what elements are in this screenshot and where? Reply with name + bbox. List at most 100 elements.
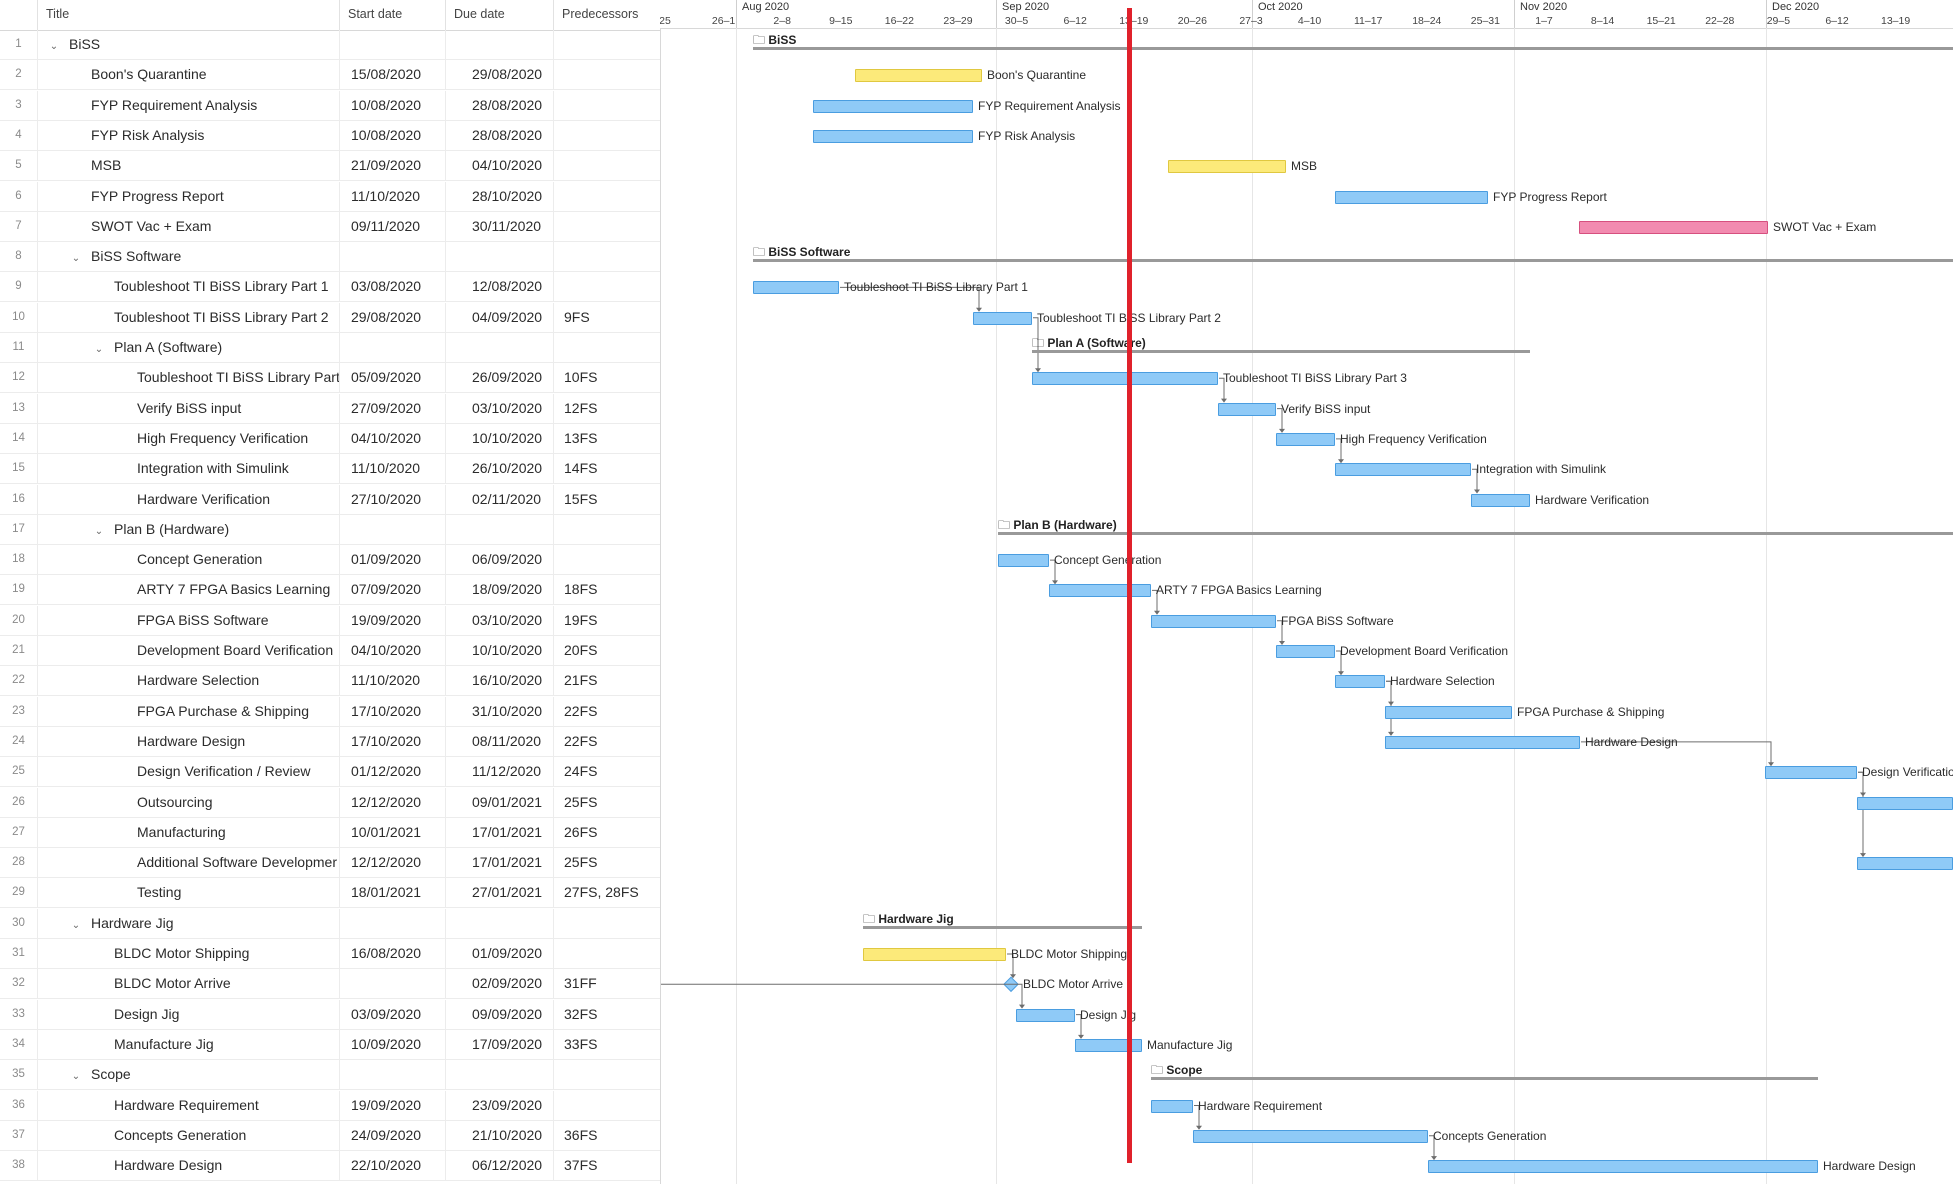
start-date-cell[interactable]: 12/12/2020 [340, 848, 446, 878]
task-row[interactable]: 20 FPGA BiSS Software 19/09/2020 03/10/2020… [0, 605, 660, 636]
task-title-cell[interactable]: Boon's Quarantine [38, 60, 340, 90]
predecessors-cell[interactable] [554, 939, 660, 968]
predecessors-cell[interactable]: 21FS [564, 672, 598, 689]
col-header-due[interactable]: Due date [446, 0, 554, 30]
due-date-cell[interactable]: 28/08/2020 [446, 90, 554, 120]
start-date-cell[interactable]: 04/10/2020 [340, 423, 446, 453]
predecessors-cell[interactable]: 22FS [564, 732, 598, 749]
task-row[interactable]: 16 Hardware Verification 27/10/2020 02/11/2… [0, 484, 660, 515]
task-bar[interactable] [1471, 493, 1530, 507]
start-date-cell[interactable] [340, 908, 446, 938]
start-date-cell[interactable]: 24/09/2020 [340, 1120, 446, 1150]
task-title-cell[interactable]: Manufacture Jig [38, 1029, 340, 1059]
predecessors-cell[interactable]: 9FS [564, 308, 590, 325]
due-date-cell[interactable] [446, 1060, 554, 1090]
task-bar[interactable] [1335, 463, 1471, 477]
start-date-cell[interactable]: 18/01/2021 [340, 878, 446, 908]
group-summary-bar[interactable] [998, 531, 1953, 535]
task-bar[interactable] [1335, 190, 1488, 204]
task-title-cell[interactable]: FPGA Purchase & Shipping [38, 696, 340, 726]
task-row[interactable]: 22 Hardware Selection 11/10/2020 16/10/2020… [0, 666, 660, 697]
task-bar[interactable] [1151, 1099, 1193, 1113]
predecessors-cell[interactable]: 25FS [564, 854, 598, 871]
task-title-cell[interactable]: ⌄ Scope [38, 1060, 340, 1090]
task-bar[interactable] [1075, 1038, 1142, 1052]
due-date-cell[interactable] [446, 514, 554, 544]
task-title-cell[interactable]: MSB [38, 151, 340, 181]
task-title-cell[interactable]: Hardware Selection [38, 666, 340, 696]
task-row[interactable]: 7 SWOT Vac + Exam 09/11/2020 30/11/2020 [0, 211, 660, 242]
task-bar[interactable] [1857, 796, 1953, 810]
group-summary-bar[interactable] [753, 47, 1953, 50]
start-date-cell[interactable]: 07/09/2020 [340, 575, 446, 605]
task-bar[interactable] [1049, 584, 1151, 598]
group-row[interactable]: 17 ⌄ Plan B (Hardware) [0, 514, 660, 545]
start-date-cell[interactable]: 10/01/2021 [340, 817, 446, 847]
collapse-chevron-icon[interactable]: ⌄ [71, 919, 81, 931]
due-date-cell[interactable]: 30/11/2020 [446, 211, 554, 241]
task-title-cell[interactable]: Design Jig [38, 999, 340, 1029]
predecessors-cell[interactable] [554, 333, 660, 362]
start-date-cell[interactable] [340, 969, 446, 999]
task-bar[interactable] [753, 281, 839, 295]
predecessors-cell[interactable] [554, 182, 660, 211]
due-date-cell[interactable]: 10/10/2020 [446, 636, 554, 665]
task-row[interactable]: 38 Hardware Design 22/10/2020 06/12/2020 37F… [0, 1151, 660, 1182]
predecessors-cell[interactable]: 15FS [564, 490, 598, 507]
predecessors-cell[interactable]: 37FS [564, 1157, 598, 1174]
predecessors-cell[interactable] [554, 909, 660, 938]
task-bar[interactable] [1193, 1129, 1428, 1143]
task-bar[interactable] [1335, 675, 1385, 689]
task-title-cell[interactable]: FYP Progress Report [38, 181, 340, 211]
predecessors-cell[interactable] [554, 212, 660, 241]
due-date-cell[interactable]: 29/08/2020 [446, 60, 554, 90]
due-date-cell[interactable]: 09/01/2021 [446, 787, 554, 817]
task-title-cell[interactable]: BLDC Motor Arrive [38, 969, 340, 999]
task-title-cell[interactable]: Verify BiSS input [38, 393, 340, 423]
predecessors-cell[interactable]: 13FS [564, 429, 598, 446]
col-header-title[interactable]: Title [38, 0, 340, 30]
task-title-cell[interactable]: Hardware Verification [38, 484, 340, 514]
task-bar[interactable] [1218, 402, 1276, 416]
task-title-cell[interactable]: ⌄ Plan A (Software) [38, 333, 340, 362]
task-row[interactable]: 25 Design Verification / Review 01/12/2020… [0, 757, 660, 788]
task-title-cell[interactable]: Hardware Requirement [38, 1090, 340, 1120]
start-date-cell[interactable]: 15/08/2020 [340, 60, 446, 90]
due-date-cell[interactable]: 02/11/2020 [446, 484, 554, 514]
start-date-cell[interactable]: 11/10/2020 [340, 454, 446, 484]
task-row[interactable]: 23 FPGA Purchase & Shipping 17/10/2020 31/1… [0, 696, 660, 727]
start-date-cell[interactable]: 27/10/2020 [340, 484, 446, 514]
predecessors-cell[interactable] [554, 1091, 660, 1120]
start-date-cell[interactable]: 10/08/2020 [340, 120, 446, 150]
predecessors-cell[interactable] [554, 30, 660, 59]
task-bar[interactable] [1428, 1160, 1818, 1174]
task-row[interactable]: 31 BLDC Motor Shipping 16/08/2020 01/09/202… [0, 939, 660, 969]
predecessors-cell[interactable]: 36FS [564, 1126, 598, 1143]
start-date-cell[interactable]: 22/10/2020 [340, 1151, 446, 1181]
task-title-cell[interactable]: ARTY 7 FPGA Basics Learning [38, 575, 340, 605]
task-title-cell[interactable]: Hardware Design [38, 1151, 340, 1181]
due-date-cell[interactable]: 03/10/2020 [446, 605, 554, 635]
task-title-cell[interactable]: Concepts Generation [38, 1120, 340, 1150]
task-title-cell[interactable]: FYP Risk Analysis [38, 120, 340, 150]
due-date-cell[interactable]: 12/08/2020 [446, 272, 554, 302]
due-date-cell[interactable]: 26/10/2020 [446, 454, 554, 484]
task-row[interactable]: 15 Integration with Simulink 11/10/2020 26/… [0, 454, 660, 485]
predecessors-cell[interactable] [554, 242, 660, 271]
task-bar[interactable] [998, 554, 1049, 568]
task-row[interactable]: 26 Outsourcing 12/12/2020 09/01/2021 25FS [0, 787, 660, 818]
task-bar[interactable] [1016, 1008, 1075, 1022]
task-title-cell[interactable]: ⌄ BiSS Software [38, 242, 340, 272]
due-date-cell[interactable]: 09/09/2020 [446, 999, 554, 1029]
task-bar[interactable] [1385, 705, 1512, 719]
predecessors-cell[interactable] [554, 515, 660, 544]
start-date-cell[interactable]: 19/09/2020 [340, 605, 446, 635]
group-row[interactable]: 30 ⌄ Hardware Jig [0, 908, 660, 939]
group-row[interactable]: 8 ⌄ BiSS Software [0, 242, 660, 273]
collapse-chevron-icon[interactable]: ⌄ [71, 253, 81, 265]
task-bar[interactable] [1168, 160, 1286, 174]
due-date-cell[interactable]: 31/10/2020 [446, 696, 554, 726]
task-row[interactable]: 10 Toubleshoot TI BiSS Library Part 2 29/0… [0, 302, 660, 333]
due-date-cell[interactable]: 04/10/2020 [446, 151, 554, 181]
group-summary-bar[interactable] [1151, 1077, 1818, 1081]
